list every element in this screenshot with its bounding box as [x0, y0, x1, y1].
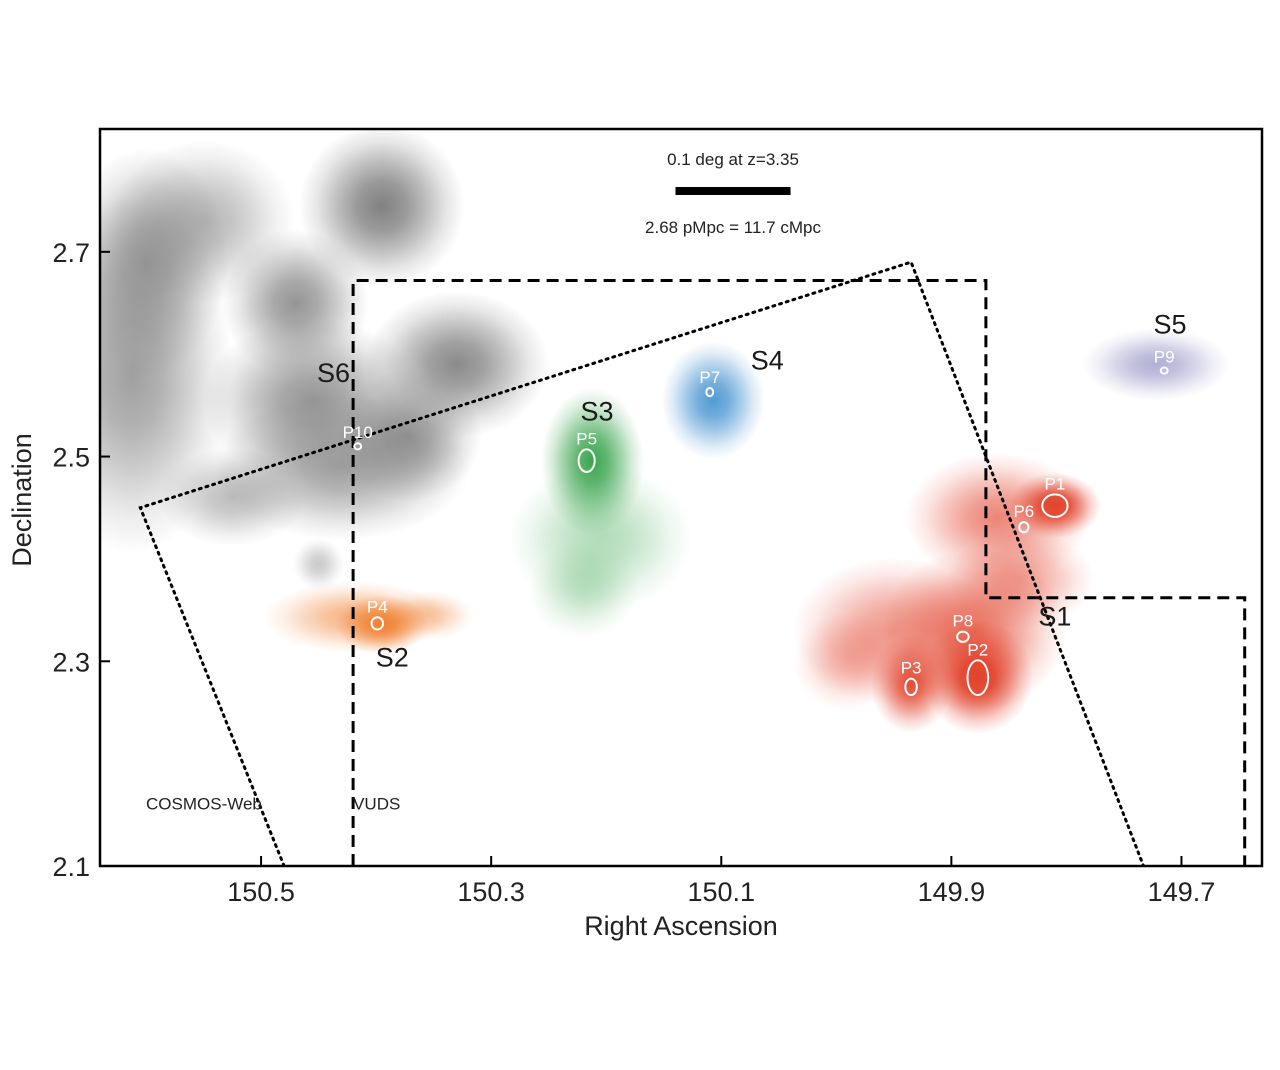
- peak-marker-p9: [1159, 366, 1169, 375]
- structure-labels: S1 S2 S3 S4 S5 S6: [317, 310, 1186, 673]
- y-tick-label: 2.7: [52, 238, 90, 268]
- y-tick-label: 2.3: [52, 647, 90, 677]
- y-tick-label: 2.1: [52, 852, 90, 882]
- density-blob-s1: [946, 530, 1095, 629]
- peak-label-p1: P1: [1045, 474, 1066, 493]
- peak-label-p4: P4: [367, 597, 388, 616]
- density-blob-s6: [364, 290, 549, 439]
- scale-bar-bottom-text: 2.68 pMpc = 11.7 cMpc: [645, 218, 821, 237]
- field-label-cosmos-web: COSMOS-Web: [146, 795, 262, 814]
- peak-marker-p7: [705, 386, 715, 398]
- density-blob-s6: [158, 448, 306, 547]
- peak-marker-p3: [904, 677, 918, 697]
- structure-label-s5: S5: [1153, 310, 1186, 340]
- scale-bar-top-text: 0.1 deg at z=3.35: [667, 150, 799, 169]
- y-tick-label: 2.5: [52, 443, 90, 473]
- peak-marker-p10: [353, 442, 363, 451]
- density-blob-s1: [792, 612, 904, 711]
- field-label-vuds: VUDS: [353, 795, 400, 814]
- peak-label-p5: P5: [576, 429, 597, 448]
- x-tick-label: 150.5: [227, 877, 295, 907]
- x-tick-label: 149.7: [1148, 877, 1216, 907]
- footprint-cosmos-web: [138, 260, 1145, 866]
- x-tick-label: 150.3: [457, 877, 525, 907]
- y-axis-label: Declination: [7, 433, 37, 567]
- structure-label-s3: S3: [580, 397, 613, 427]
- peak-marker-p8: [956, 630, 970, 643]
- peak-label-p10: P10: [343, 423, 373, 442]
- peak-label-p2: P2: [967, 640, 988, 659]
- peak-marker-p2: [966, 659, 990, 697]
- density-blob-s4: [661, 341, 765, 460]
- x-axis-ticks: 150.5 150.3 150.1 149.9 149.7: [227, 856, 1215, 907]
- structure-label-s4: S4: [751, 346, 784, 376]
- peak-marker-p1: [1041, 493, 1069, 518]
- plot-frame: [98, 127, 1264, 868]
- structure-label-s1: S1: [1038, 601, 1071, 631]
- peak-marker-p4: [370, 616, 385, 631]
- field-labels: COSMOS-Web VUDS: [146, 795, 400, 814]
- y-axis-ticks: 2.1 2.3 2.5 2.7: [52, 238, 110, 882]
- peak-label-p7: P7: [699, 368, 720, 387]
- survey-footprints: [138, 260, 1247, 866]
- x-axis-label: Right Ascension: [584, 911, 778, 941]
- density-blob-s3: [527, 540, 639, 639]
- density-blob-s6: [292, 537, 345, 591]
- density-layer: [100, 129, 1230, 734]
- structure-label-s6: S6: [317, 358, 350, 388]
- structure-label-s2: S2: [376, 642, 409, 672]
- peak-markers: P1 P2 P3 P4 P5 P6 P7 P8 P9 P10: [343, 348, 1175, 697]
- peak-label-p6: P6: [1013, 502, 1034, 521]
- x-tick-label: 149.9: [918, 877, 986, 907]
- density-blob-s5: [1082, 328, 1230, 401]
- peak-marker-p5: [577, 448, 596, 473]
- peak-label-p8: P8: [952, 612, 973, 631]
- peak-label-p9: P9: [1154, 348, 1175, 367]
- peak-marker-p6: [1018, 521, 1030, 534]
- density-blob-s2: [381, 590, 474, 640]
- footprint-vuds: [351, 279, 1247, 866]
- peak-label-p3: P3: [901, 659, 922, 678]
- x-tick-label: 150.1: [687, 877, 755, 907]
